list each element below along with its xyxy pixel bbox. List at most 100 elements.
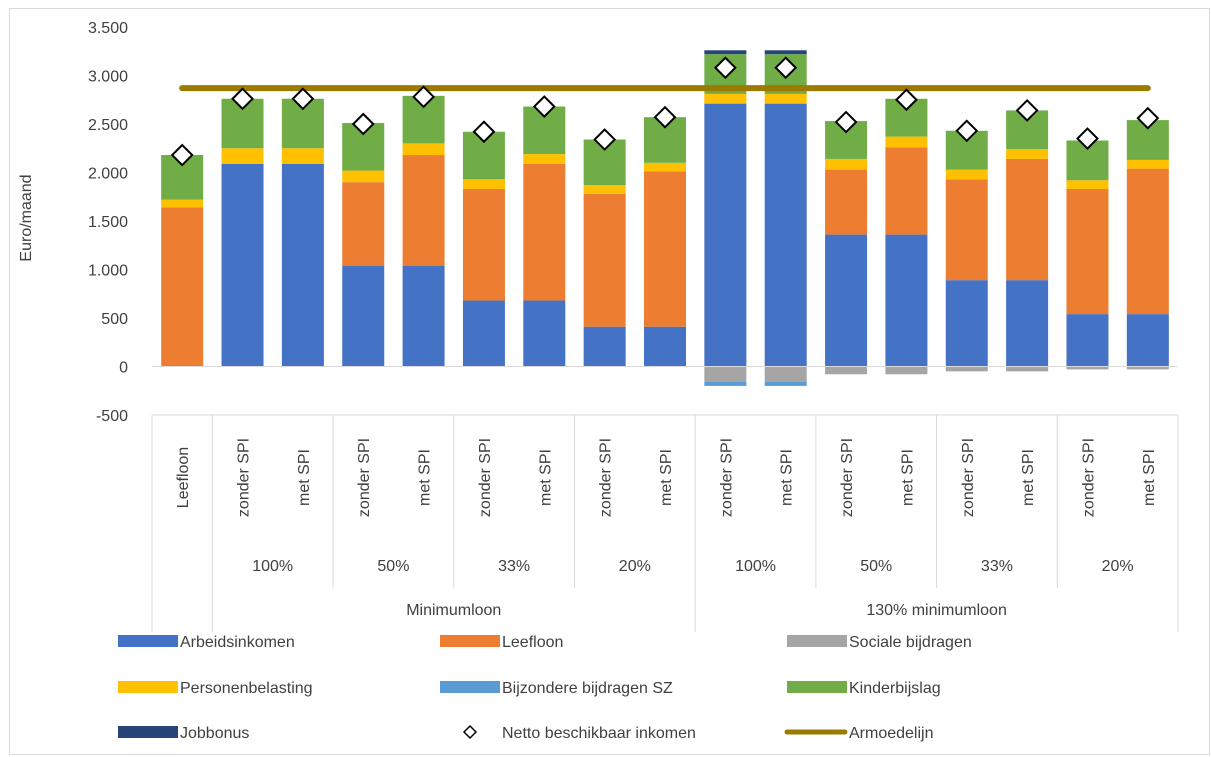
- legend-swatch: [440, 681, 500, 693]
- legend: Arbeidsinkomen Leefloon Sociale bijdragen P…: [118, 634, 972, 742]
- category-label: zonder SPI: [477, 438, 494, 517]
- y-tick-label: 3.500: [88, 20, 128, 37]
- legend-swatch: [440, 635, 500, 647]
- netto-marker: [653, 105, 677, 129]
- top-group-label: Minimumloon: [406, 602, 501, 619]
- category-label: zonder SPI: [356, 438, 373, 517]
- x-axis: Leefloon zonder SPI met SPI zonder SPI met S…: [151, 414, 1179, 632]
- legend-swatch: [787, 681, 847, 693]
- y-tick-label: 3.000: [88, 69, 128, 86]
- legend-item: Bijzondere bijdragen SZ: [440, 680, 673, 697]
- netto-marker: [1015, 99, 1039, 122]
- bar-segment: [1126, 159, 1169, 169]
- category-label: zonder SPI: [718, 438, 735, 517]
- bar-segment: [945, 169, 988, 180]
- bar-segment: [764, 103, 807, 367]
- bar-segment: [1006, 280, 1049, 367]
- bar-segment: [764, 382, 807, 386]
- bar-segment: [704, 103, 747, 367]
- bar-segment: [523, 300, 566, 367]
- bar-segment: [583, 193, 626, 327]
- bar-segment: [523, 154, 566, 164]
- category-label: met SPI: [1020, 449, 1037, 506]
- netto-marker: [291, 87, 315, 111]
- bar-segment: [945, 280, 988, 367]
- group-label: 33%: [498, 558, 530, 575]
- bar-segment: [704, 382, 747, 386]
- category-label: met SPI: [417, 449, 434, 506]
- netto-marker: [170, 143, 194, 167]
- bar-segment: [221, 148, 264, 164]
- bar-segment: [161, 199, 204, 208]
- group-label: 33%: [981, 558, 1013, 575]
- category-label: zonder SPI: [236, 438, 253, 517]
- group-label: 50%: [377, 558, 409, 575]
- group-label: 100%: [252, 558, 293, 575]
- bar-segment: [1066, 180, 1109, 189]
- bar-segment: [945, 179, 988, 281]
- bar-segment: [764, 93, 807, 104]
- bar-segment: [462, 179, 505, 189]
- legend-label: Arbeidsinkomen: [180, 634, 295, 651]
- netto-marker: [1076, 127, 1099, 150]
- legend-label: Personenbelasting: [180, 680, 313, 697]
- bar-segment: [342, 182, 385, 266]
- legend-label: Kinderbijslag: [849, 680, 941, 697]
- bar-segment: [342, 265, 385, 367]
- legend-swatch: [118, 681, 178, 693]
- netto-marker: [1136, 106, 1160, 130]
- category-label: Leefloon: [175, 447, 192, 508]
- legend-label: Jobbonus: [180, 725, 249, 742]
- netto-marker: [774, 56, 798, 80]
- group-label: 20%: [1102, 558, 1134, 575]
- netto-marker: [894, 88, 918, 112]
- legend-item: Sociale bijdragen: [787, 634, 972, 651]
- bar-segment: [583, 185, 626, 194]
- bar-segment: [1126, 314, 1169, 367]
- bar-segment: [402, 155, 445, 266]
- legend-label: Bijzondere bijdragen SZ: [502, 680, 673, 697]
- netto-marker: [472, 120, 496, 144]
- category-label: zonder SPI: [598, 438, 615, 517]
- netto-marker: [351, 112, 375, 136]
- bar-segment: [583, 326, 626, 367]
- legend-swatch: [118, 726, 178, 738]
- bar-segment: [825, 366, 868, 375]
- bar-segment: [825, 234, 868, 367]
- legend-item: Personenbelasting: [118, 680, 313, 697]
- bar-segment: [1006, 158, 1049, 281]
- legend-item: Kinderbijslag: [787, 680, 941, 697]
- bar-segment: [644, 326, 686, 367]
- bars: [152, 50, 1178, 386]
- category-label: zonder SPI: [960, 438, 977, 517]
- bar-segment: [825, 158, 868, 170]
- netto-marker: [834, 110, 858, 134]
- netto-markers: [170, 56, 1160, 167]
- bar-segment: [402, 265, 445, 367]
- bar-segment: [704, 50, 747, 55]
- y-axis: -500 0 500 1.000 1.500 2.000 2.500 3.000 3.500: [88, 20, 128, 425]
- legend-item: Arbeidsinkomen: [118, 634, 295, 651]
- category-label: met SPI: [1141, 449, 1158, 506]
- legend-label: Leefloon: [502, 634, 563, 651]
- bar-segment: [1066, 188, 1109, 315]
- legend-item: Netto beschikbaar inkomen: [462, 724, 696, 742]
- bar-segment: [885, 136, 928, 148]
- legend-swatch: [118, 635, 178, 647]
- bar-segment: [644, 162, 686, 172]
- bar-segment: [945, 366, 988, 372]
- group-label: 50%: [860, 558, 892, 575]
- y-tick-label: 0: [119, 360, 128, 377]
- category-label: zonder SPI: [839, 438, 856, 517]
- legend-label: Armoedelijn: [849, 725, 933, 742]
- legend-item: Armoedelijn: [784, 725, 933, 742]
- legend-item: Leefloon: [440, 634, 563, 651]
- bar-segment: [704, 93, 747, 104]
- bar-segment: [281, 148, 324, 164]
- legend-item: Jobbonus: [118, 725, 249, 742]
- bar-segment: [1126, 168, 1169, 315]
- bar-segment: [462, 300, 505, 367]
- bar-segment: [764, 50, 807, 55]
